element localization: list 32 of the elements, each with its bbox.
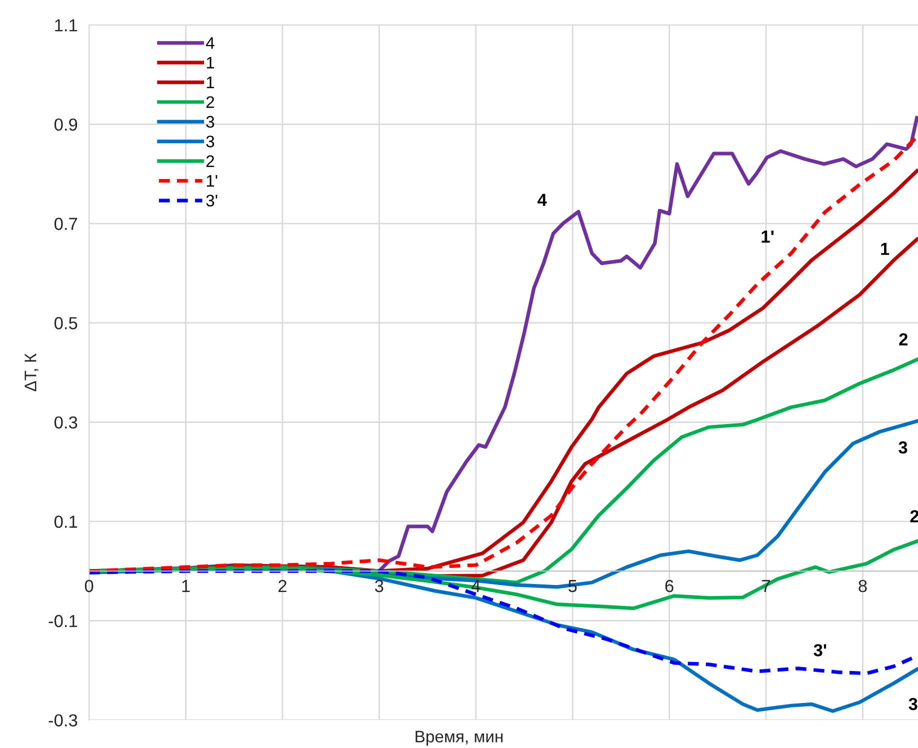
y-tick-label: 0.5 [54,317,78,330]
annotation: 3 [908,698,918,710]
legend-label: 1' [206,175,218,187]
x-tick-label: 8 [858,580,867,592]
y-tick-label: 0.3 [54,416,78,429]
legend-label: 3' [206,194,218,207]
legend-label: 1 [206,76,214,88]
legend-label: 3 [206,136,214,148]
legend-label: 4 [206,37,214,49]
y-tick-label: 0.9 [54,118,78,131]
y-tick-label: 0.7 [54,218,78,230]
x-tick-label: 1 [182,580,190,592]
annotation: 3' [814,644,826,656]
x-tick-label: 3 [375,580,384,592]
annotation: 1 [881,242,890,255]
annotation: 2 [899,333,908,346]
legend-label: 2 [206,155,214,167]
x-tick-label: 6 [665,580,674,592]
y-tick-label: -0.1 [48,614,78,628]
legend-label: 1 [206,56,214,68]
x-tick-label: 0 [84,580,94,592]
annotation: 3 [898,441,908,454]
legend-label: 2 [206,96,214,108]
y-tick-label: 0.1 [54,516,78,528]
y-tick-label: -0.3 [48,714,78,726]
y-tick-label: 1.1 [55,19,78,32]
annotation: 1' [762,230,774,243]
annotation: 4 [538,194,547,206]
x-tick-label: 2 [278,580,286,592]
x-axis-title: Время, мин [416,730,503,746]
legend-label: 3 [206,116,214,128]
y-axis-title: ΔT, К [24,353,38,392]
